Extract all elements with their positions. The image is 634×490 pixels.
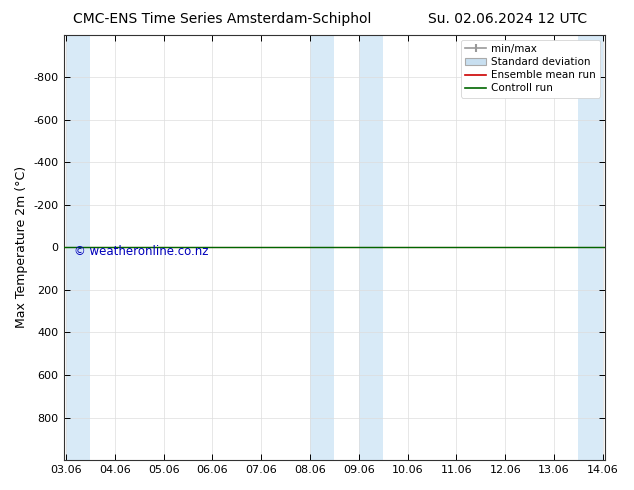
Bar — [310, 35, 335, 460]
Bar — [359, 35, 383, 460]
Bar — [627, 35, 634, 460]
Text: Su. 02.06.2024 12 UTC: Su. 02.06.2024 12 UTC — [428, 12, 586, 26]
Legend: min/max, Standard deviation, Ensemble mean run, Controll run: min/max, Standard deviation, Ensemble me… — [461, 40, 600, 98]
Y-axis label: Max Temperature 2m (°C): Max Temperature 2m (°C) — [15, 166, 28, 328]
Text: © weatheronline.co.nz: © weatheronline.co.nz — [74, 245, 209, 258]
Text: CMC-ENS Time Series Amsterdam-Schiphol: CMC-ENS Time Series Amsterdam-Schiphol — [73, 12, 371, 26]
Bar — [66, 35, 91, 460]
Bar — [578, 35, 603, 460]
